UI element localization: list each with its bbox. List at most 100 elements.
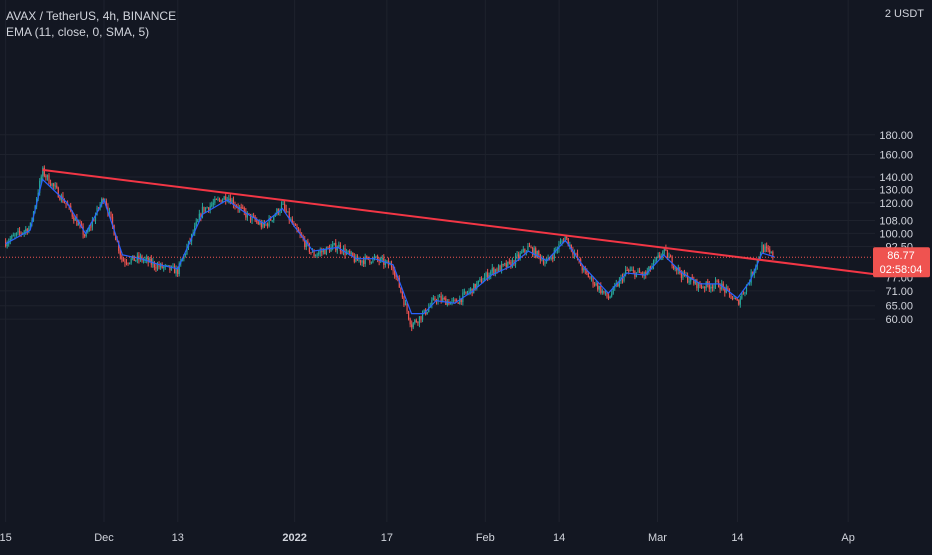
candle-body [604, 291, 607, 293]
candle-body [497, 265, 500, 272]
candle-body [91, 220, 93, 227]
symbol-title[interactable]: AVAX / TetherUS, 4h, BINANCE [6, 9, 177, 23]
candle [280, 201, 283, 214]
candle-body [322, 249, 324, 252]
candle-body [5, 242, 7, 247]
candle [485, 271, 487, 280]
candle-body [9, 238, 11, 242]
candle [611, 290, 613, 298]
candle [687, 272, 689, 284]
candle [682, 270, 684, 280]
candle-body [63, 202, 66, 204]
candle-body [731, 298, 734, 300]
candle [101, 197, 103, 208]
candle [470, 287, 472, 295]
candle [45, 174, 47, 181]
candle [535, 246, 537, 259]
candle-body [719, 287, 721, 290]
candle-body [408, 311, 410, 319]
candle [439, 293, 441, 298]
candle-body [296, 225, 298, 230]
candle [697, 281, 700, 292]
candle-body [271, 220, 273, 222]
candle-body [46, 174, 49, 178]
candle-body [293, 223, 295, 225]
candle [707, 278, 709, 288]
candle [552, 253, 554, 263]
candle-body [172, 266, 174, 268]
candle-body [465, 291, 467, 294]
candle [553, 247, 555, 261]
candle [688, 277, 690, 285]
candle [336, 245, 338, 254]
candle-body [576, 253, 579, 260]
candle [28, 225, 30, 234]
candle-body [460, 298, 462, 303]
candle-body [57, 187, 59, 198]
candle-body [421, 313, 424, 320]
candle [510, 259, 512, 269]
price-tick-label: 130.00 [879, 184, 913, 196]
candle-body [418, 316, 421, 324]
candle-body [468, 290, 470, 294]
candle-body [654, 259, 656, 262]
price-tick-label: 65.00 [885, 301, 913, 313]
candle-body [631, 269, 633, 271]
candle [741, 292, 743, 300]
candle [532, 246, 534, 257]
time-axis[interactable]: 15 Dec 13 2022 17 Feb 14 Mar 14 Ap [0, 532, 855, 544]
candle-body [739, 298, 741, 305]
ema-line[interactable] [5, 178, 775, 315]
price-tick-label: 108.00 [879, 215, 913, 227]
candle-body [496, 269, 498, 272]
candle-body [645, 272, 647, 275]
candle-body [121, 255, 123, 260]
candle-body [363, 260, 365, 264]
candle [735, 297, 737, 300]
candle-body [457, 302, 459, 304]
candle-body [401, 292, 403, 298]
candle-body [412, 322, 414, 328]
candle-body [716, 280, 718, 282]
candle-body [43, 167, 45, 176]
candle [400, 287, 402, 294]
candle [212, 198, 214, 208]
candle [417, 321, 419, 326]
candle-body [200, 213, 202, 218]
candle-body [324, 249, 326, 255]
candle-body [652, 261, 655, 267]
candle-body [139, 256, 142, 260]
candle [62, 191, 64, 204]
candle-body [228, 198, 230, 201]
candle [434, 296, 436, 302]
candle [214, 196, 216, 206]
candle [392, 265, 394, 275]
candle [494, 268, 496, 277]
candle [411, 320, 413, 332]
candle [431, 297, 433, 309]
candle [522, 245, 524, 253]
candle-body [330, 247, 332, 252]
candle [589, 275, 591, 280]
candle-body [39, 180, 41, 194]
indicator-label[interactable]: EMA (11, close, 0, SMA, 5) [6, 25, 150, 39]
candle-body [564, 236, 566, 243]
grid-lines [0, 0, 875, 522]
candle-body [442, 297, 444, 301]
candle [373, 253, 376, 261]
candle [491, 263, 493, 276]
candle-body [243, 207, 245, 212]
candle-body [204, 207, 207, 212]
candle-body [105, 201, 107, 207]
price-unit-label[interactable]: 2 USDT [884, 8, 924, 20]
candle-body [177, 267, 179, 274]
candle-body [587, 272, 589, 278]
candle-body [373, 256, 376, 258]
trendline[interactable] [42, 168, 876, 276]
candle [243, 206, 245, 216]
candle-body [530, 246, 532, 248]
candle [569, 241, 571, 250]
candle-body [245, 211, 247, 218]
